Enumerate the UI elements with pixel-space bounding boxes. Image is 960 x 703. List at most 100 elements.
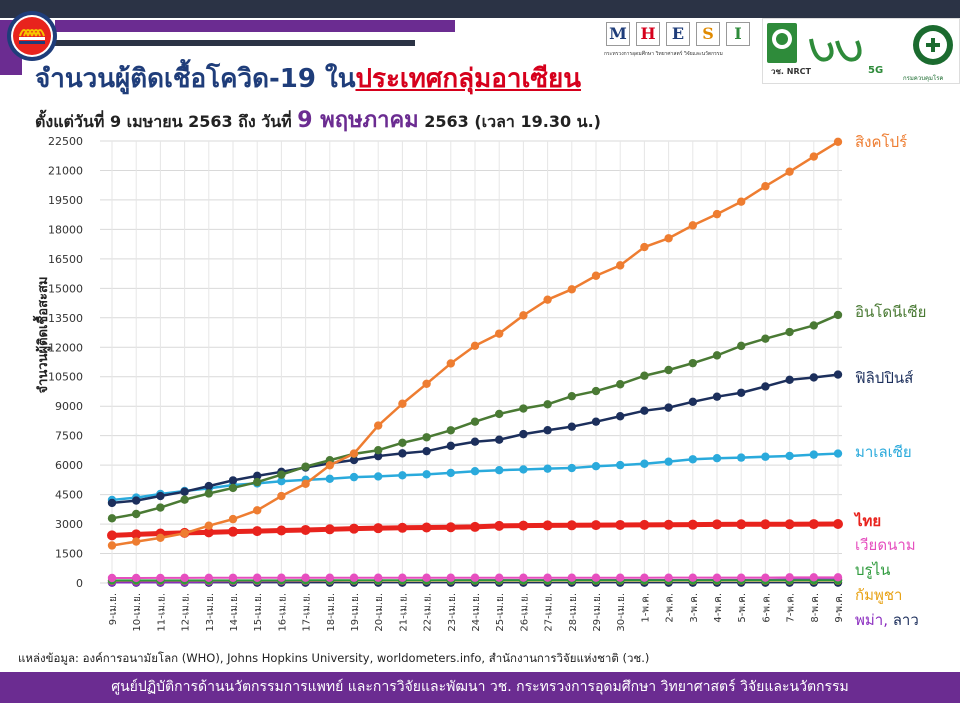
x-tick-label: 21-เม.ย. [398, 593, 409, 632]
data-point [131, 529, 142, 540]
mhesi-letter: E [666, 22, 690, 46]
x-tick-label: 12-เม.ย. [181, 593, 192, 632]
data-point [616, 460, 625, 470]
data-point [640, 406, 649, 415]
data-point [543, 464, 552, 473]
data-point [397, 522, 408, 533]
data-point [398, 449, 407, 458]
data-point [349, 455, 359, 465]
x-tick-label: 9-พ.ค. [834, 593, 845, 623]
data-point [761, 334, 770, 343]
data-point [566, 520, 577, 531]
data-point [616, 412, 625, 421]
data-point [616, 261, 625, 270]
x-tick-label: 3-พ.ค. [689, 593, 700, 623]
data-point [204, 489, 213, 498]
data-point [616, 380, 625, 389]
data-point [664, 457, 673, 466]
x-tick-label: 4-พ.ค. [713, 593, 724, 623]
data-point [324, 524, 335, 535]
data-point [277, 470, 286, 479]
x-tick-label: 19-เม.ย. [350, 593, 361, 632]
x-tick-label: 24-เม.ย. [471, 593, 482, 632]
series-end-label: เวียดนาม [855, 536, 916, 554]
x-tick-label: 16-เม.ย. [277, 593, 288, 632]
x-tick-label: 14-เม.ย. [229, 593, 240, 632]
data-point [519, 311, 528, 320]
data-point [833, 137, 843, 146]
data-point [422, 379, 431, 388]
series-3 [107, 370, 843, 508]
data-point [688, 397, 697, 407]
data-point [737, 453, 746, 462]
y-tick-label: 16500 [48, 253, 83, 266]
series-6 [107, 573, 843, 583]
data-point [495, 435, 504, 444]
data-point [785, 451, 794, 461]
data-point [470, 341, 480, 350]
data-point [567, 391, 576, 401]
data-point [591, 462, 601, 471]
y-tick-label: 6000 [55, 459, 83, 472]
data-point [591, 417, 601, 426]
data-point [156, 503, 165, 512]
data-point [712, 392, 722, 401]
data-point [640, 573, 649, 582]
data-point [688, 221, 697, 230]
mhesi-letter: H [636, 22, 660, 46]
data-point [809, 573, 818, 582]
data-point [132, 496, 141, 505]
data-point [470, 437, 480, 446]
data-point [809, 152, 818, 161]
data-point [107, 573, 117, 583]
data-point [325, 474, 334, 483]
data-point [398, 573, 407, 582]
data-point [785, 375, 794, 385]
data-point [204, 573, 213, 582]
x-tick-label: 26-เม.ย. [519, 593, 530, 632]
data-point [519, 573, 528, 582]
data-point [228, 526, 238, 537]
data-point [808, 519, 819, 530]
data-point [398, 438, 407, 448]
series-5 [107, 518, 843, 541]
series-end-label: สิงคโปร์ [855, 133, 907, 151]
data-point [422, 433, 431, 442]
data-point [300, 524, 311, 535]
data-point [809, 321, 818, 330]
y-tick-label: 12000 [48, 341, 83, 354]
data-point [204, 481, 213, 491]
data-point [325, 461, 334, 470]
x-tick-label: 15-เม.ย. [253, 593, 264, 632]
data-point [446, 441, 455, 451]
mhesi-caption: กระทรวงการอุดมศึกษา วิทยาศาสตร์ วิจัยและ… [604, 51, 723, 57]
data-point [301, 462, 310, 471]
data-point [761, 182, 770, 191]
data-point [616, 573, 625, 582]
mhesi-letter: S [696, 22, 720, 46]
data-point [180, 495, 189, 504]
data-point [542, 520, 553, 531]
data-point [712, 573, 722, 582]
data-point [567, 285, 576, 294]
data-point [543, 573, 552, 582]
data-point [519, 465, 528, 474]
data-point [543, 426, 552, 435]
data-point [253, 573, 262, 582]
data-point [374, 573, 383, 582]
label-myanmar: พม่า, [855, 611, 893, 629]
subtitle-end-date: 9 พฤษภาคม [297, 108, 419, 133]
x-tick-label: 8-พ.ค. [810, 593, 821, 623]
data-point [349, 472, 359, 482]
x-tick-label: 6-พ.ค. [761, 593, 772, 623]
x-tick-label: 5-พ.ค. [737, 593, 748, 623]
data-point [107, 514, 117, 523]
data-point [132, 509, 141, 519]
data-point [228, 483, 238, 493]
data-point [495, 409, 504, 419]
data-point [253, 477, 262, 487]
x-tick-label: 2-พ.ค. [665, 593, 676, 623]
x-tick-label: 30-เม.ย. [616, 593, 627, 632]
data-point [446, 468, 455, 478]
title-highlight: ประเทศกลุ่มอาเซียน [355, 64, 582, 94]
